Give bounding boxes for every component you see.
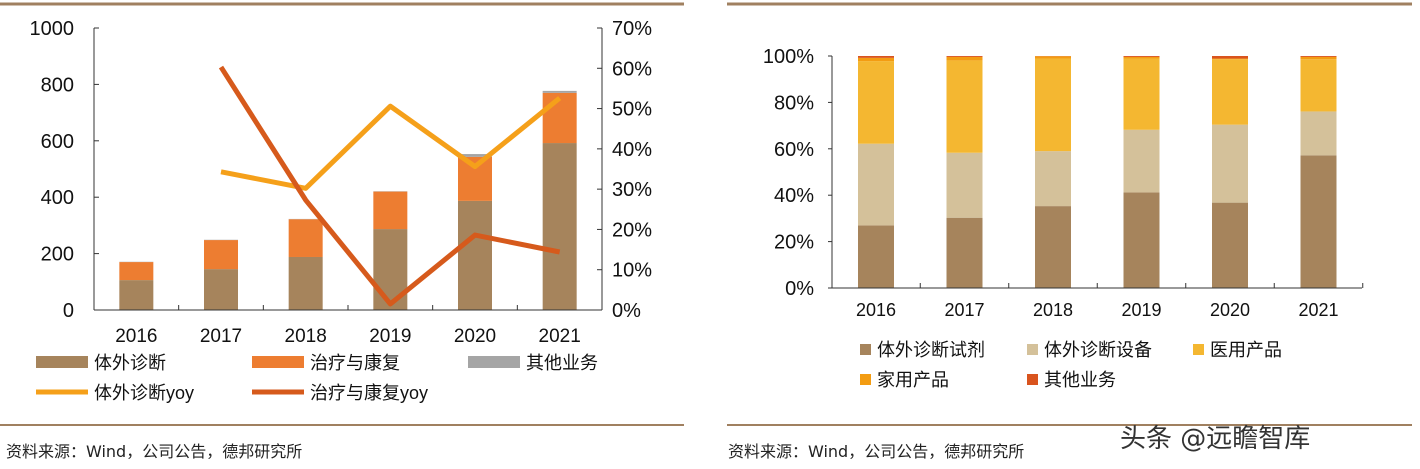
bar-2017-3 bbox=[946, 56, 983, 61]
bar-2016-0 bbox=[858, 225, 894, 288]
bar-2018-0 bbox=[1035, 206, 1071, 288]
bar-2018-3 bbox=[1035, 56, 1071, 59]
bar-2020-4 bbox=[1212, 56, 1248, 59]
bar-2018-0 bbox=[288, 256, 323, 310]
bar-2018-1 bbox=[288, 219, 323, 257]
bar-2019-3 bbox=[1123, 56, 1160, 59]
legend-swatch bbox=[1027, 374, 1038, 385]
bar-2021-2 bbox=[1300, 59, 1337, 112]
legend-swatch bbox=[468, 356, 520, 368]
x-tick-label: 2021 bbox=[1298, 300, 1338, 320]
bar-2020-0 bbox=[458, 200, 492, 310]
x-tick-label: 2018 bbox=[285, 326, 327, 347]
bar-2017-2 bbox=[946, 60, 983, 153]
legend-swatch bbox=[252, 356, 304, 368]
y-tick-label: 100% bbox=[763, 46, 814, 68]
x-tick-label: 2017 bbox=[200, 326, 242, 347]
bar-2017-0 bbox=[204, 269, 238, 310]
bar-2021-1 bbox=[1300, 111, 1337, 156]
x-tick-label: 2020 bbox=[454, 326, 496, 347]
bar-2021-3 bbox=[1300, 56, 1337, 60]
bar-2018-2 bbox=[1035, 58, 1071, 152]
x-tick-label: 2018 bbox=[1033, 300, 1073, 320]
x-tick-label: 2017 bbox=[944, 300, 984, 320]
bar-2019-2 bbox=[1123, 58, 1160, 130]
legend-swatch bbox=[860, 374, 871, 385]
y-tick-label: 0% bbox=[785, 278, 814, 300]
legend-swatch bbox=[860, 344, 871, 355]
bar-2016-0 bbox=[119, 280, 154, 310]
legend-swatch bbox=[1193, 344, 1204, 355]
y2-tick-label: 50% bbox=[612, 99, 652, 121]
x-tick-label: 2016 bbox=[115, 326, 157, 347]
left-source-note: 资料来源：Wind，公司公告，德邦研究所 bbox=[6, 442, 303, 461]
bar-2019-4 bbox=[1123, 56, 1160, 57]
x-tick-label: 2021 bbox=[539, 326, 581, 347]
y-tick-label: 80% bbox=[774, 92, 814, 114]
y2-tick-label: 20% bbox=[612, 219, 652, 241]
legend-label: 体外诊断 bbox=[94, 353, 166, 373]
watermark: 头条 @远瞻智库 bbox=[1120, 424, 1311, 454]
legend-label: 体外诊断yoy bbox=[94, 383, 194, 403]
bar-2016-2 bbox=[858, 61, 894, 144]
y-tick-label: 1000 bbox=[30, 18, 75, 40]
y-tick-label: 0 bbox=[63, 300, 74, 322]
y2-tick-label: 0% bbox=[612, 300, 641, 322]
bar-2021-2 bbox=[542, 90, 577, 93]
bar-2019-1 bbox=[373, 191, 408, 230]
legend-label: 其他业务 bbox=[526, 353, 598, 373]
bar-2019-0 bbox=[1123, 192, 1160, 288]
y-tick-label: 600 bbox=[41, 131, 74, 153]
bar-2020-2 bbox=[458, 154, 492, 157]
bar-2016-1 bbox=[119, 262, 154, 281]
bar-2021-4 bbox=[1300, 56, 1337, 57]
bar-2019-0 bbox=[373, 229, 408, 310]
y2-tick-label: 10% bbox=[612, 260, 652, 282]
legend-label: 医用产品 bbox=[1210, 340, 1282, 360]
legend-label: 家用产品 bbox=[877, 370, 949, 390]
legend-swatch bbox=[1027, 344, 1038, 355]
bar-2018-1 bbox=[1035, 151, 1071, 207]
y-tick-label: 400 bbox=[41, 187, 74, 209]
bar-2016-1 bbox=[858, 143, 894, 226]
bar-2021-0 bbox=[542, 143, 577, 310]
x-tick-label: 2019 bbox=[369, 326, 411, 347]
bar-2020-0 bbox=[1212, 202, 1248, 288]
legend-label: 治疗与康复yoy bbox=[310, 383, 428, 403]
bar-2016-3 bbox=[858, 57, 894, 62]
y-tick-label: 20% bbox=[774, 232, 814, 254]
y-tick-label: 60% bbox=[774, 139, 814, 161]
bar-2019-1 bbox=[1123, 129, 1160, 193]
y-tick-label: 800 bbox=[41, 74, 74, 96]
line-体外诊断yoy bbox=[220, 96, 562, 191]
y-tick-label: 200 bbox=[41, 244, 74, 266]
y2-tick-label: 70% bbox=[612, 18, 652, 40]
legend-label: 其他业务 bbox=[1044, 370, 1116, 390]
x-tick-label: 2019 bbox=[1121, 300, 1161, 320]
bar-2020-3 bbox=[1212, 58, 1248, 60]
y2-tick-label: 60% bbox=[612, 58, 652, 80]
bar-2021-0 bbox=[1300, 155, 1337, 288]
line-治疗与康复yoy bbox=[218, 65, 561, 307]
bar-2017-4 bbox=[946, 56, 983, 57]
right-source-note: 资料来源：Wind，公司公告，德邦研究所 bbox=[728, 442, 1025, 461]
bar-2017-1 bbox=[204, 240, 238, 270]
bar-2020-1 bbox=[1212, 124, 1248, 203]
bar-2016-4 bbox=[858, 56, 894, 58]
y-tick-label: 40% bbox=[774, 185, 814, 207]
y2-tick-label: 30% bbox=[612, 179, 652, 201]
bar-2020-2 bbox=[1212, 59, 1248, 125]
x-tick-label: 2020 bbox=[1210, 300, 1250, 320]
legend-label: 体外诊断设备 bbox=[1044, 340, 1152, 360]
bar-2017-0 bbox=[946, 217, 983, 288]
legend-swatch bbox=[36, 356, 88, 368]
x-tick-label: 2016 bbox=[856, 300, 896, 320]
bar-2017-1 bbox=[946, 152, 983, 218]
legend-label: 体外诊断试剂 bbox=[877, 340, 985, 360]
legend-label: 治疗与康复 bbox=[310, 353, 400, 373]
y2-tick-label: 40% bbox=[612, 139, 652, 161]
